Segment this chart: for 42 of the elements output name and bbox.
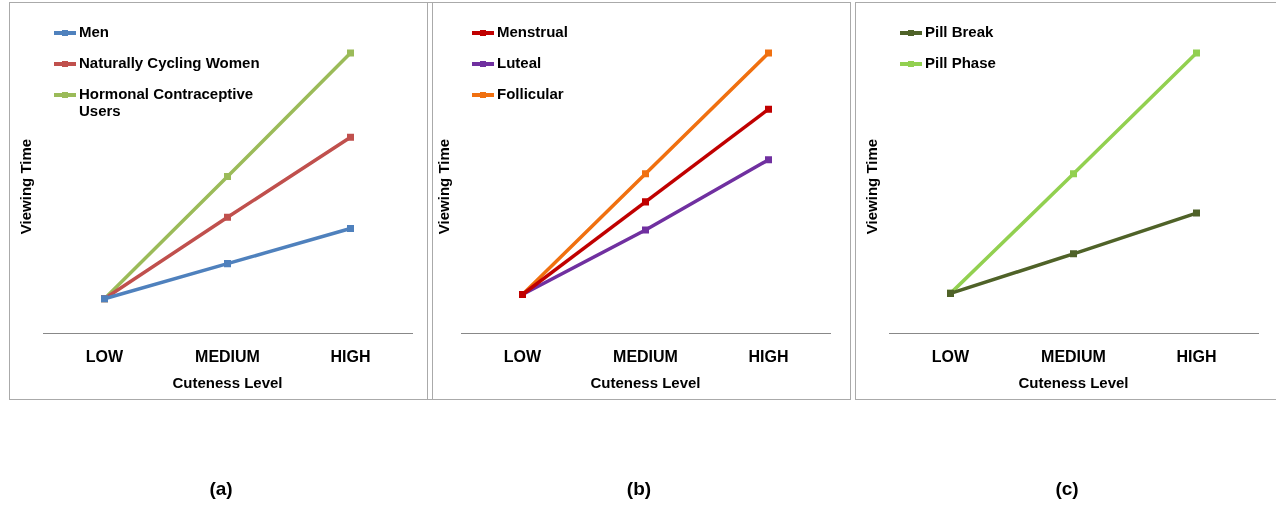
text: (a) bbox=[208, 478, 234, 500]
point bbox=[346, 133, 355, 141]
x-tick-label: MEDIUM bbox=[613, 347, 678, 365]
point bbox=[1069, 250, 1078, 258]
legend-label: Hormonal Contraceptive Users bbox=[79, 85, 255, 119]
legend-label: Follicular bbox=[497, 85, 564, 102]
legend-label: Naturally Cycling Women bbox=[79, 54, 260, 71]
y-axis-title: Viewing Time bbox=[16, 137, 34, 237]
point bbox=[764, 105, 773, 113]
legend-label: Luteal bbox=[497, 54, 542, 71]
point bbox=[764, 49, 773, 57]
point bbox=[346, 225, 355, 233]
x-tick-label: HIGH bbox=[1176, 347, 1217, 365]
x-axis-title: Cuteness Level bbox=[1018, 374, 1129, 392]
point bbox=[346, 49, 355, 57]
point bbox=[223, 260, 232, 268]
point bbox=[1192, 49, 1201, 57]
point bbox=[641, 198, 650, 206]
legend-label: Pill Phase bbox=[925, 54, 996, 71]
point bbox=[1069, 170, 1078, 178]
x-axis-title: Cuteness Level bbox=[590, 374, 701, 392]
x-tick-label: HIGH bbox=[748, 347, 789, 365]
legend-label: Men bbox=[79, 23, 109, 40]
point bbox=[641, 170, 650, 178]
point bbox=[764, 156, 773, 164]
x-axis-title: Cuteness Level bbox=[172, 374, 283, 392]
point bbox=[223, 213, 232, 221]
y-axis-title: Viewing Time bbox=[434, 137, 452, 237]
x-tick-label: MEDIUM bbox=[195, 347, 260, 365]
point bbox=[223, 173, 232, 181]
x-tick-label: LOW bbox=[503, 347, 543, 365]
text: (c) bbox=[1054, 478, 1080, 500]
text: (b) bbox=[625, 478, 653, 500]
legend-label: Menstrual bbox=[497, 23, 568, 40]
x-tick-label: MEDIUM bbox=[1041, 347, 1106, 365]
y-axis-title: Viewing Time bbox=[862, 137, 880, 237]
legend-label: Pill Break bbox=[925, 23, 994, 40]
point bbox=[1192, 209, 1201, 217]
x-tick-label: LOW bbox=[85, 347, 125, 365]
point bbox=[641, 226, 650, 234]
x-tick-label: HIGH bbox=[330, 347, 371, 365]
x-tick-label: LOW bbox=[931, 347, 971, 365]
